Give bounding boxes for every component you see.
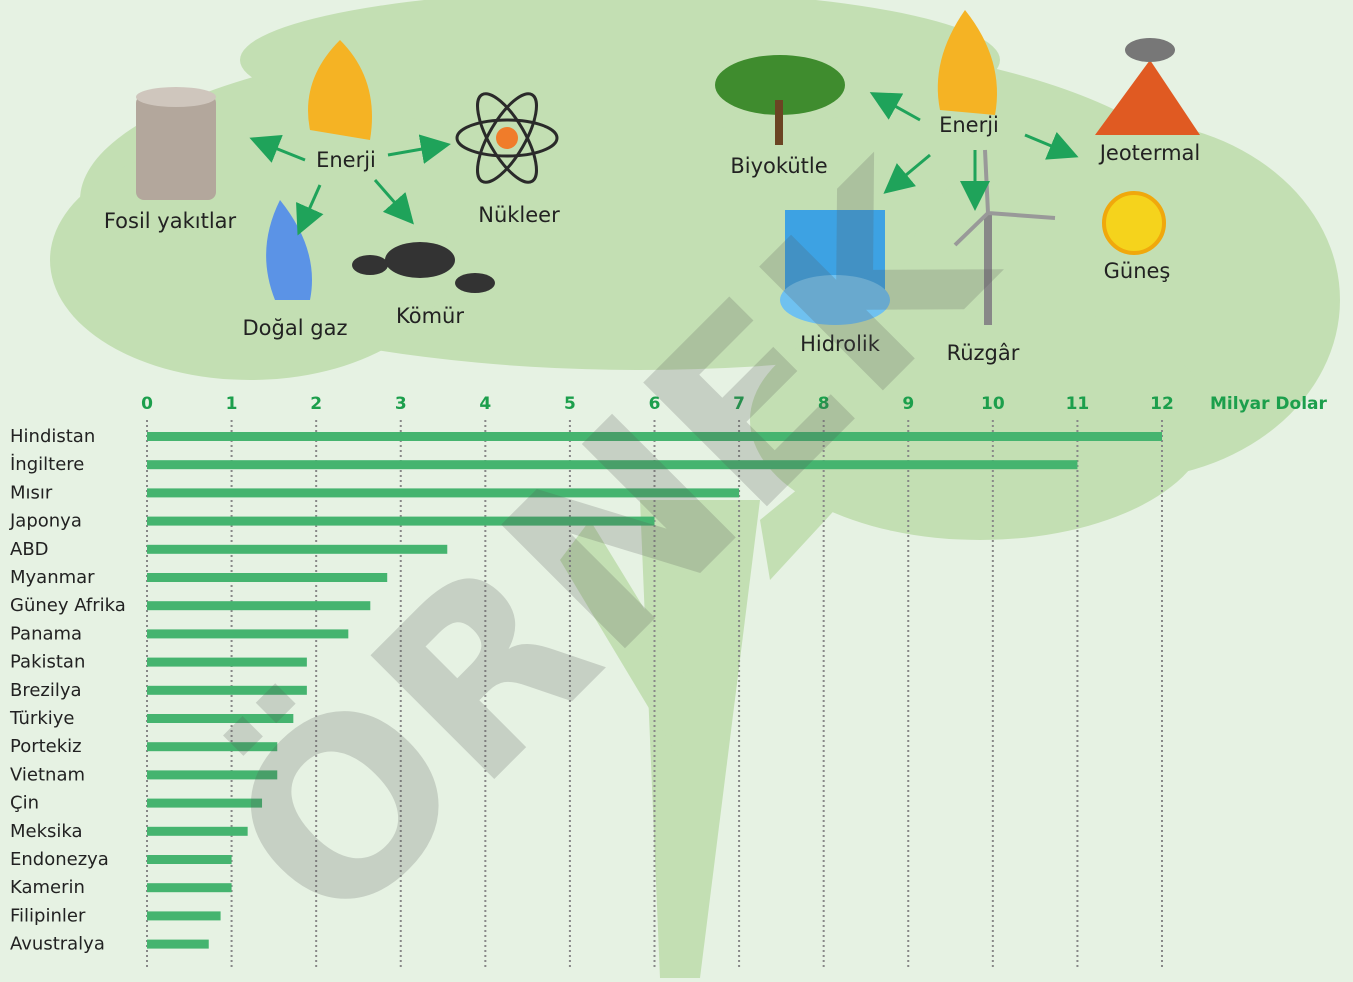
infographic: Enerji Fosil yakıtlar Nükleer Doğal gaz Kömü… bbox=[0, 0, 1353, 978]
x-tick-label: 3 bbox=[395, 394, 407, 414]
x-tick-label: 12 bbox=[1150, 394, 1174, 414]
bar bbox=[147, 629, 348, 638]
node-label: Doğal gaz bbox=[243, 316, 348, 340]
y-tick-label: ABD bbox=[10, 539, 49, 560]
y-tick-label: Endonezya bbox=[10, 849, 109, 870]
x-tick-label: 11 bbox=[1066, 394, 1090, 414]
node-label: Kömür bbox=[396, 304, 464, 328]
y-tick-label: Brezilya bbox=[10, 680, 82, 701]
y-tick-label: Mısır bbox=[10, 482, 53, 503]
y-tick-label: Myanmar bbox=[10, 567, 95, 588]
x-tick-label: 0 bbox=[141, 394, 153, 414]
page: {"chart_data":{"type":"bar","orientation… bbox=[0, 0, 1353, 978]
node-label: Nükleer bbox=[478, 203, 560, 227]
bar bbox=[147, 573, 387, 582]
bar bbox=[147, 658, 307, 667]
y-tick-label: Meksika bbox=[10, 821, 83, 842]
y-tick-label: İngiltere bbox=[10, 454, 84, 475]
y-tick-label: Vietnam bbox=[10, 764, 85, 785]
y-tick-label: Japonya bbox=[9, 511, 82, 532]
x-tick-label: 1 bbox=[226, 394, 238, 414]
bar bbox=[147, 911, 221, 920]
node-label: Jeotermal bbox=[1098, 141, 1201, 165]
y-tick-label: Avustralya bbox=[10, 934, 105, 955]
y-tick-label: Kamerin bbox=[10, 877, 85, 898]
y-tick-label: Filipinler bbox=[10, 905, 86, 926]
y-tick-label: Pakistan bbox=[10, 652, 85, 673]
bar bbox=[147, 883, 232, 892]
y-tick-label: Panama bbox=[10, 623, 82, 644]
node-label: Enerji bbox=[939, 113, 999, 137]
y-tick-label: Portekiz bbox=[10, 736, 82, 757]
x-axis-label: Milyar Dolar bbox=[1210, 394, 1328, 414]
bar bbox=[147, 545, 447, 554]
bar bbox=[147, 601, 370, 610]
bar bbox=[147, 940, 209, 949]
x-tick-label: 4 bbox=[479, 394, 491, 414]
x-tick-label: 2 bbox=[310, 394, 322, 414]
y-tick-label: Çin bbox=[10, 793, 39, 814]
node-label: Fosil yakıtlar bbox=[104, 209, 237, 233]
node-label: Enerji bbox=[316, 148, 376, 172]
y-tick-label: Güney Afrika bbox=[10, 595, 126, 616]
y-tick-label: Hindistan bbox=[10, 426, 95, 447]
y-tick-label: Türkiye bbox=[9, 708, 75, 729]
x-tick-label: 10 bbox=[981, 394, 1005, 414]
bar bbox=[147, 855, 232, 864]
node-label: Güneş bbox=[1104, 259, 1171, 283]
